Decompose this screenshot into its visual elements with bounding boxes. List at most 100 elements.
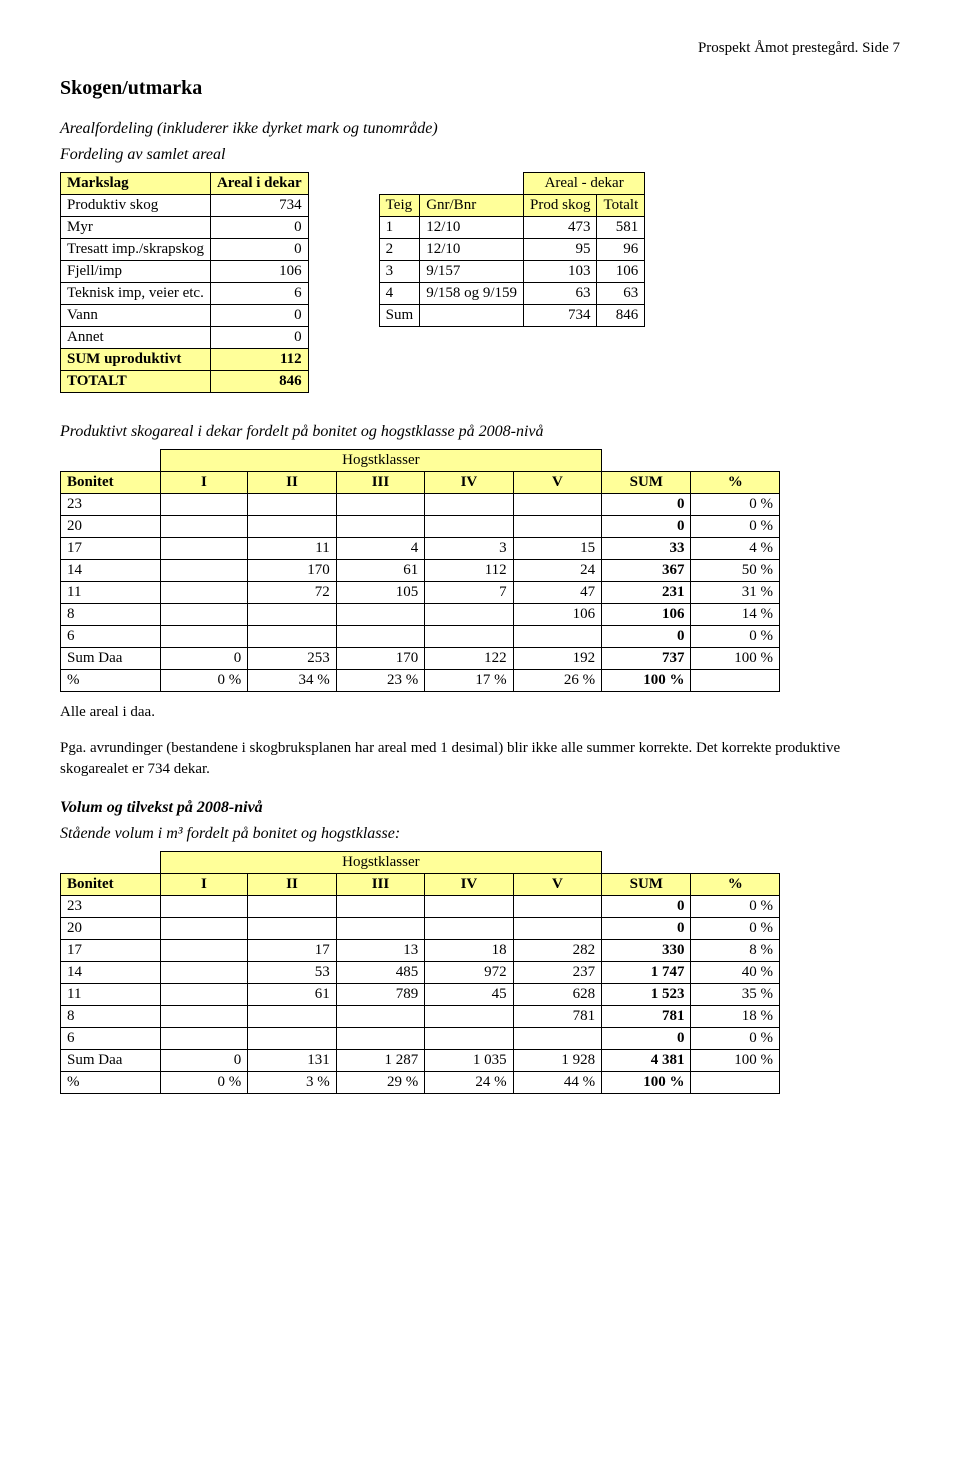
cell — [160, 626, 248, 648]
table-row: 112/10473581 — [379, 217, 645, 239]
cell: 105 — [336, 582, 424, 604]
col-header: % — [691, 873, 780, 895]
cell: 4 % — [691, 538, 780, 560]
cell: 11 — [61, 983, 161, 1005]
cell: 846 — [597, 305, 645, 327]
cell — [425, 917, 513, 939]
cell: 14 — [61, 560, 161, 582]
cell — [425, 494, 513, 516]
cell — [336, 917, 424, 939]
cell: Annet — [61, 327, 211, 349]
table-row: Hogstklasser — [61, 851, 780, 873]
table-row: 49/158 og 9/1596363 — [379, 283, 645, 305]
hogstklasser-label: Hogstklasser — [160, 450, 602, 472]
cell: 61 — [336, 560, 424, 582]
table-row: SUM uproduktivt112 — [61, 349, 309, 371]
cell: 781 — [602, 1005, 691, 1027]
cell — [691, 670, 780, 692]
col-header: SUM — [602, 472, 691, 494]
cell: 0 — [160, 1049, 248, 1071]
cell: 1 — [379, 217, 420, 239]
areal-dekar-table: Areal - dekar Teig Gnr/Bnr Prod skog Tot… — [379, 172, 646, 327]
cell — [160, 560, 248, 582]
cell: 4 381 — [602, 1049, 691, 1071]
cell: Sum — [379, 305, 420, 327]
volum-table: Hogstklasser Bonitet I II III IV V SUM %… — [60, 851, 780, 1094]
cell — [160, 582, 248, 604]
cell — [336, 1027, 424, 1049]
cell — [513, 1027, 601, 1049]
table-row: 117210574723131 % — [61, 582, 780, 604]
cell: 0 % — [691, 1027, 780, 1049]
table-row: Fjell/imp106 — [61, 261, 309, 283]
cell: 0 — [602, 516, 691, 538]
cell — [160, 961, 248, 983]
cell — [160, 538, 248, 560]
cell: Myr — [61, 217, 211, 239]
cell: 15 — [513, 538, 601, 560]
cell — [513, 626, 601, 648]
cell — [420, 305, 524, 327]
cell — [248, 516, 336, 538]
table-row: 2000 % — [61, 917, 780, 939]
cell: 11 — [248, 538, 336, 560]
cell: 789 — [336, 983, 424, 1005]
table-row: Areal - dekar — [379, 173, 645, 195]
cell: 106 — [602, 604, 691, 626]
cell: 8 — [61, 604, 161, 626]
cell — [160, 494, 248, 516]
cell: 330 — [602, 939, 691, 961]
table-row: 600 % — [61, 626, 780, 648]
col-header: IV — [425, 472, 513, 494]
table-row: Myr0 — [61, 217, 309, 239]
cell: 100 % — [691, 648, 780, 670]
table-row: 2300 % — [61, 895, 780, 917]
cell — [160, 516, 248, 538]
cell: 61 — [248, 983, 336, 1005]
cell: 485 — [336, 961, 424, 983]
col-header: II — [248, 472, 336, 494]
cell: 6 — [61, 626, 161, 648]
table-row: 39/157103106 — [379, 261, 645, 283]
cell: 170 — [336, 648, 424, 670]
cell — [160, 939, 248, 961]
cell: 192 — [513, 648, 601, 670]
cell: 1 287 — [336, 1049, 424, 1071]
cell: 282 — [513, 939, 601, 961]
cell — [248, 494, 336, 516]
col-header: Areal i dekar — [210, 173, 308, 195]
cell: SUM uproduktivt — [61, 349, 211, 371]
col-header: V — [513, 873, 601, 895]
cell: 9/158 og 9/159 — [420, 283, 524, 305]
table-row: Vann0 — [61, 305, 309, 327]
cell: 0 % — [691, 494, 780, 516]
table-row: Produktiv skog734 — [61, 195, 309, 217]
cell — [248, 604, 336, 626]
cell — [513, 895, 601, 917]
cell: 63 — [597, 283, 645, 305]
cell: 45 — [425, 983, 513, 1005]
cell: Tresatt imp./skrapskog — [61, 239, 211, 261]
cell: 29 % — [336, 1071, 424, 1093]
page-header: Prospekt Åmot prestegård. Side 7 — [60, 40, 900, 57]
cell: 63 — [524, 283, 597, 305]
cell — [336, 604, 424, 626]
cell: 0 — [210, 239, 308, 261]
cell: 53 — [248, 961, 336, 983]
table-row: Sum Daa01311 2871 0351 9284 381100 % — [61, 1049, 780, 1071]
cell — [691, 1071, 780, 1093]
cell: 781 — [513, 1005, 601, 1027]
areal-caption: Arealfordeling (inkluderer ikke dyrket m… — [60, 120, 900, 138]
col-header: Totalt — [597, 195, 645, 217]
cell: 237 — [513, 961, 601, 983]
cell: 367 — [602, 560, 691, 582]
cell: 34 % — [248, 670, 336, 692]
cell: 112 — [210, 349, 308, 371]
cell: 734 — [524, 305, 597, 327]
cell: 100 % — [602, 670, 691, 692]
cell — [160, 1027, 248, 1049]
cell: 0 % — [691, 895, 780, 917]
table-row: 212/109596 — [379, 239, 645, 261]
cell: Sum Daa — [61, 1049, 161, 1071]
cell: 253 — [248, 648, 336, 670]
